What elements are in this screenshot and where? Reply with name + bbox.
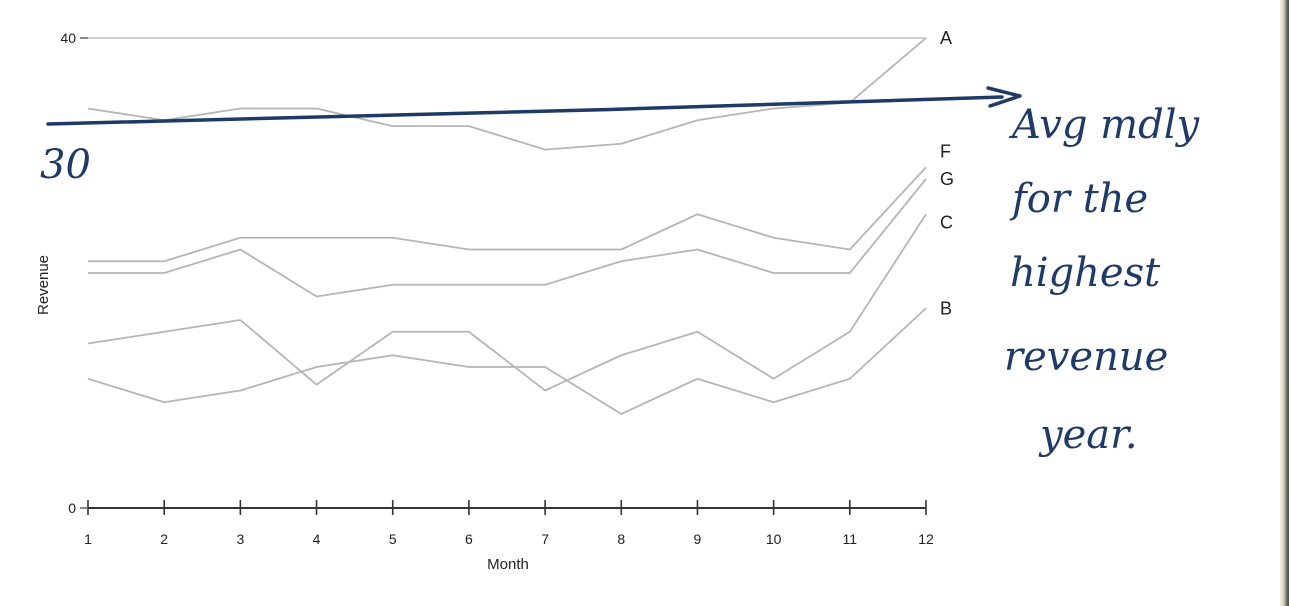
annotation-line-1: Avg mdly bbox=[1008, 102, 1201, 148]
x-tick-label: 10 bbox=[766, 531, 782, 547]
series-label-c: C bbox=[940, 212, 953, 232]
annotation-line-3: highest bbox=[1010, 250, 1161, 296]
plot-lines bbox=[87, 37, 927, 415]
series-label-a: A bbox=[940, 28, 952, 48]
x-tick-label: 8 bbox=[617, 531, 625, 547]
x-tick-label: 4 bbox=[313, 531, 321, 547]
y-axis-ticks: 0 40 bbox=[60, 30, 88, 516]
x-tick-label: 7 bbox=[541, 531, 549, 547]
x-tick-label: 1 bbox=[84, 531, 92, 547]
series-line-c bbox=[87, 213, 927, 392]
annotation-arrow-line bbox=[46, 95, 1004, 126]
series-line-b bbox=[87, 307, 927, 415]
x-tick-label: 3 bbox=[236, 531, 244, 547]
x-tick-label: 9 bbox=[694, 531, 702, 547]
annotation-arrow-head bbox=[986, 86, 1022, 108]
series-label-g: G bbox=[940, 169, 954, 189]
annotation-value-label: 30 bbox=[40, 142, 91, 188]
x-axis: 1 2 3 4 5 6 7 8 9 10 11 12 bbox=[84, 500, 934, 547]
x-tick-label: 6 bbox=[465, 531, 473, 547]
y-axis-title: Revenue bbox=[35, 255, 52, 315]
series-label-b: B bbox=[940, 298, 952, 318]
annotation-line-4: revenue bbox=[1004, 334, 1168, 380]
x-tick-label: 5 bbox=[389, 531, 397, 547]
x-tick-label: 11 bbox=[843, 531, 858, 547]
page-edge bbox=[1280, 0, 1289, 606]
series-line-f bbox=[88, 166, 927, 263]
handwritten-annotation: 30 Avg mdly for the highest revenue year… bbox=[40, 86, 1201, 458]
x-tick-label: 2 bbox=[160, 531, 168, 547]
annotation-line-5: year. bbox=[1038, 412, 1138, 458]
x-tick-label: 12 bbox=[918, 531, 934, 547]
annotation-line-2: for the bbox=[1009, 176, 1148, 222]
y-tick-label: 0 bbox=[68, 500, 76, 516]
series-line-a bbox=[87, 37, 927, 151]
x-axis-title: Month bbox=[487, 556, 529, 573]
series-labels: A FG C B bbox=[940, 28, 954, 318]
series-line-g bbox=[88, 178, 927, 298]
y-tick-label: 40 bbox=[60, 30, 76, 46]
series-label-f: F bbox=[940, 141, 951, 161]
